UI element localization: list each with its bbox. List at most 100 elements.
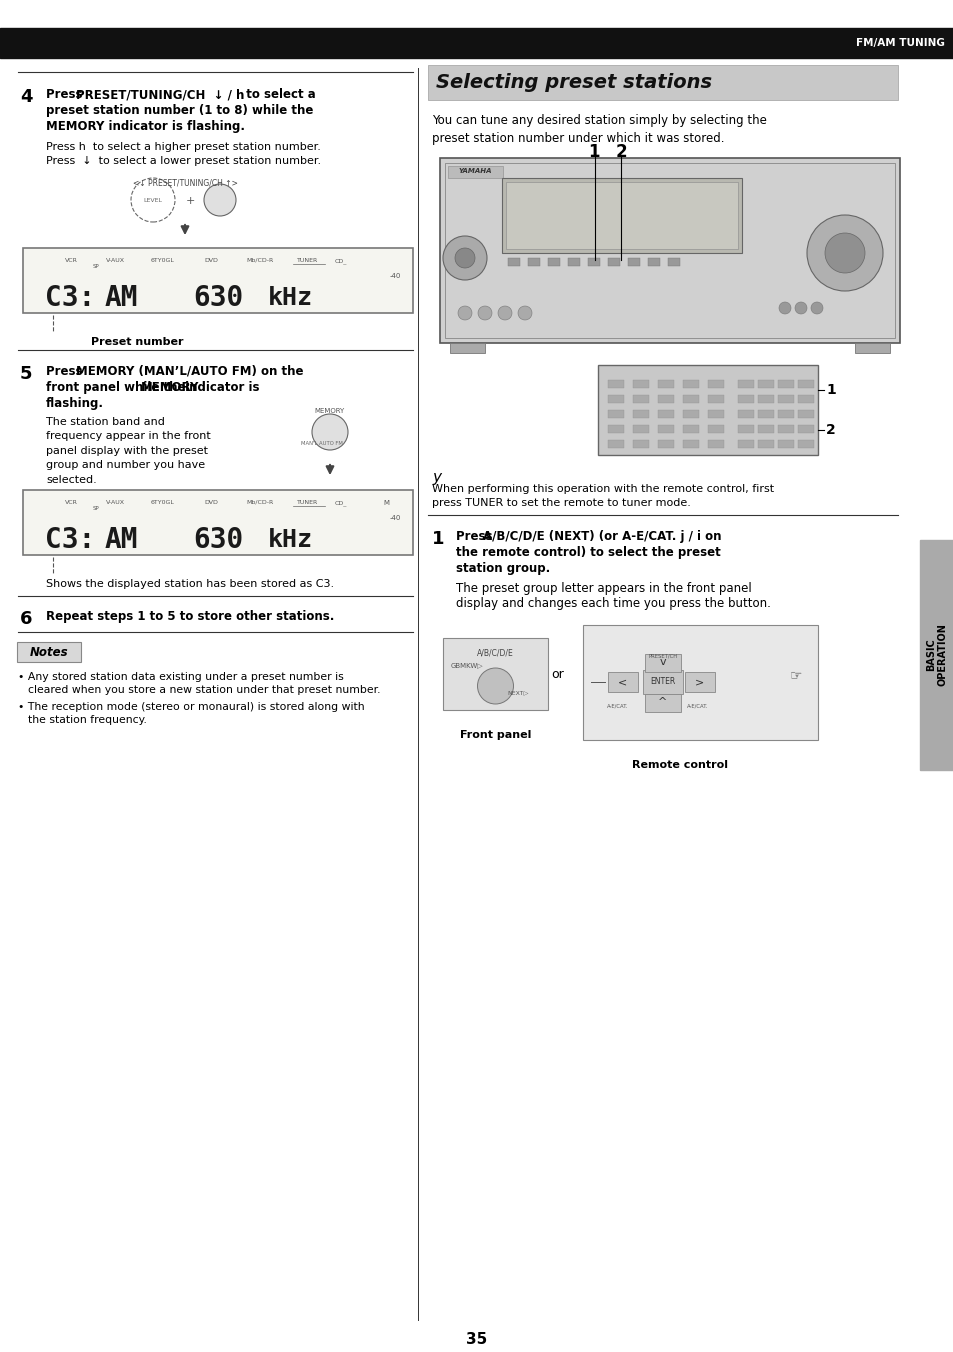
- Text: FM/AM TUNING: FM/AM TUNING: [855, 38, 944, 49]
- Bar: [527, 258, 539, 266]
- Bar: [505, 183, 738, 249]
- Bar: [647, 258, 659, 266]
- Bar: [797, 410, 813, 418]
- Bar: [797, 380, 813, 388]
- Bar: [707, 425, 723, 433]
- Bar: [778, 425, 793, 433]
- Bar: [797, 425, 813, 433]
- Bar: [507, 258, 519, 266]
- Bar: [587, 258, 599, 266]
- Text: Preset number: Preset number: [91, 337, 183, 347]
- Bar: [607, 380, 623, 388]
- Text: YAMAHA: YAMAHA: [457, 168, 491, 174]
- Text: LEVEL: LEVEL: [143, 199, 162, 204]
- Bar: [682, 439, 699, 448]
- Bar: [707, 410, 723, 418]
- Bar: [444, 164, 894, 338]
- Bar: [658, 410, 673, 418]
- Text: display and changes each time you press the button.: display and changes each time you press …: [456, 598, 770, 610]
- Text: MEMORY: MEMORY: [141, 381, 199, 393]
- Text: MEMORY indicator is flashing.: MEMORY indicator is flashing.: [46, 120, 245, 132]
- Text: +: +: [185, 196, 194, 206]
- Text: • The reception mode (stereo or monaural) is stored along with: • The reception mode (stereo or monaural…: [18, 702, 364, 713]
- Bar: [682, 425, 699, 433]
- Text: v: v: [659, 657, 665, 667]
- Text: 630: 630: [193, 526, 243, 554]
- Text: 2: 2: [825, 423, 835, 437]
- Bar: [428, 65, 897, 100]
- Bar: [582, 625, 817, 740]
- Text: When performing this operation with the remote control, first: When performing this operation with the …: [432, 484, 773, 493]
- FancyBboxPatch shape: [17, 642, 81, 662]
- Text: SP: SP: [92, 506, 99, 511]
- Text: Front panel: Front panel: [459, 730, 531, 740]
- Text: VCR: VCR: [65, 500, 77, 506]
- Bar: [758, 395, 773, 403]
- Text: SP: SP: [92, 264, 99, 269]
- Text: Press  ↓  to select a lower preset station number.: Press ↓ to select a lower preset station…: [46, 155, 321, 166]
- Text: kHz: kHz: [268, 529, 313, 552]
- Text: front panel while the: front panel while the: [46, 381, 190, 393]
- Bar: [738, 395, 753, 403]
- Text: A-E/CAT.: A-E/CAT.: [686, 704, 708, 708]
- Text: 6: 6: [20, 610, 32, 627]
- Bar: [778, 439, 793, 448]
- Text: TUNER: TUNER: [297, 258, 318, 264]
- Text: PRESET/CH: PRESET/CH: [648, 654, 677, 658]
- Text: V-AUX: V-AUX: [106, 500, 125, 506]
- Bar: [607, 672, 638, 692]
- Circle shape: [517, 306, 532, 320]
- Text: A/B/C/D/E: A/B/C/D/E: [476, 648, 514, 657]
- Bar: [707, 439, 723, 448]
- Text: y: y: [432, 470, 440, 485]
- Text: V-AUX: V-AUX: [106, 258, 125, 264]
- Circle shape: [824, 233, 864, 273]
- Text: kHz: kHz: [268, 287, 313, 310]
- Text: The station band and
frequency appear in the front
panel display with the preset: The station band and frequency appear in…: [46, 416, 211, 484]
- Circle shape: [455, 247, 475, 268]
- Text: CD_: CD_: [335, 258, 347, 264]
- Circle shape: [794, 301, 806, 314]
- Text: <: <: [618, 677, 627, 687]
- Bar: [797, 439, 813, 448]
- Bar: [738, 439, 753, 448]
- Text: Mb/CD-R: Mb/CD-R: [246, 258, 274, 264]
- Text: PRESET/TUNING/CH  ↓ / h: PRESET/TUNING/CH ↓ / h: [76, 88, 244, 101]
- Text: TUNER: TUNER: [297, 500, 318, 506]
- Circle shape: [312, 414, 348, 450]
- Circle shape: [477, 668, 513, 704]
- Text: C3:: C3:: [45, 526, 95, 554]
- Circle shape: [806, 215, 882, 291]
- Text: Mb/CD-R: Mb/CD-R: [246, 500, 274, 506]
- Text: MEMORY (MAN’L/AUTO FM) on the: MEMORY (MAN’L/AUTO FM) on the: [76, 365, 303, 379]
- Bar: [658, 395, 673, 403]
- Bar: [642, 671, 682, 694]
- Text: You can tune any desired station simply by selecting the
preset station number u: You can tune any desired station simply …: [432, 114, 766, 145]
- Text: the remote control) to select the preset: the remote control) to select the preset: [456, 546, 720, 558]
- Text: 2: 2: [616, 143, 627, 161]
- Circle shape: [497, 306, 512, 320]
- Text: Repeat steps 1 to 5 to store other stations.: Repeat steps 1 to 5 to store other stati…: [46, 610, 334, 623]
- Bar: [658, 425, 673, 433]
- Text: ENTER: ENTER: [650, 677, 675, 687]
- Text: to select a: to select a: [237, 88, 315, 101]
- Text: cleared when you store a new station under that preset number.: cleared when you store a new station und…: [28, 685, 380, 695]
- Text: station group.: station group.: [456, 562, 550, 575]
- Text: 6TY0GL: 6TY0GL: [151, 500, 174, 506]
- Text: or: or: [551, 668, 564, 680]
- Bar: [627, 258, 639, 266]
- Text: GBMKW▷: GBMKW▷: [451, 662, 483, 668]
- Bar: [658, 439, 673, 448]
- Text: 4: 4: [20, 88, 32, 105]
- Text: the station frequency.: the station frequency.: [28, 715, 147, 725]
- Text: C3:: C3:: [45, 284, 95, 312]
- Text: Press: Press: [46, 365, 87, 379]
- Bar: [607, 425, 623, 433]
- Bar: [682, 380, 699, 388]
- Text: • Any stored station data existing under a preset number is: • Any stored station data existing under…: [18, 672, 343, 681]
- Text: ☞: ☞: [789, 668, 801, 681]
- Bar: [758, 380, 773, 388]
- Text: <↓ PRESET/TUNING/CH ↑>: <↓ PRESET/TUNING/CH ↑>: [132, 178, 237, 187]
- Bar: [682, 410, 699, 418]
- Bar: [778, 410, 793, 418]
